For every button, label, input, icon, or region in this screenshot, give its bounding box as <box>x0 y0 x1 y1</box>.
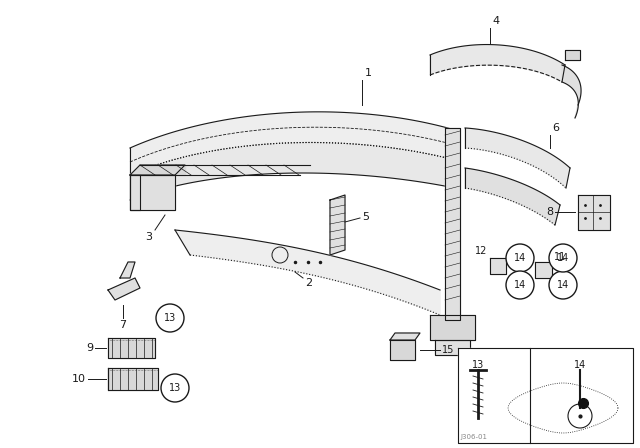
Text: 15: 15 <box>442 345 454 355</box>
Polygon shape <box>108 368 158 390</box>
Polygon shape <box>465 168 560 225</box>
Polygon shape <box>130 112 455 175</box>
Polygon shape <box>535 262 552 278</box>
Polygon shape <box>578 195 610 230</box>
Text: 12: 12 <box>475 246 487 256</box>
Polygon shape <box>390 333 420 340</box>
Polygon shape <box>430 44 565 82</box>
Circle shape <box>549 244 577 272</box>
Text: 11: 11 <box>554 252 566 262</box>
Text: 13: 13 <box>472 360 484 370</box>
Text: 14: 14 <box>574 360 586 370</box>
Polygon shape <box>430 315 475 340</box>
Circle shape <box>161 374 189 402</box>
Polygon shape <box>130 165 185 175</box>
Polygon shape <box>458 348 633 443</box>
Polygon shape <box>465 128 570 188</box>
Text: 5: 5 <box>362 212 369 222</box>
Polygon shape <box>130 175 140 210</box>
Text: 10: 10 <box>72 374 86 384</box>
Polygon shape <box>490 258 506 274</box>
Text: 14: 14 <box>557 253 569 263</box>
Text: 4: 4 <box>492 16 499 26</box>
Text: J306-01: J306-01 <box>460 434 487 440</box>
Polygon shape <box>175 230 440 315</box>
Polygon shape <box>390 340 415 360</box>
Polygon shape <box>445 128 460 320</box>
Text: 14: 14 <box>557 280 569 290</box>
Text: 1: 1 <box>365 68 372 78</box>
Text: 2: 2 <box>305 278 312 288</box>
Polygon shape <box>108 338 155 358</box>
Polygon shape <box>565 50 580 60</box>
Polygon shape <box>108 278 140 300</box>
Circle shape <box>549 271 577 299</box>
Circle shape <box>506 271 534 299</box>
Text: 9: 9 <box>86 343 93 353</box>
Text: 13: 13 <box>164 313 176 323</box>
Polygon shape <box>130 175 175 210</box>
Text: 14: 14 <box>514 280 526 290</box>
Polygon shape <box>435 340 470 355</box>
Text: 3: 3 <box>145 232 152 242</box>
Text: 14: 14 <box>514 253 526 263</box>
Polygon shape <box>130 142 455 200</box>
Polygon shape <box>120 262 135 278</box>
Text: 13: 13 <box>169 383 181 393</box>
Text: 8: 8 <box>546 207 553 217</box>
Text: 6: 6 <box>552 123 559 133</box>
Polygon shape <box>130 165 185 175</box>
Polygon shape <box>330 195 345 255</box>
Text: 7: 7 <box>120 320 127 330</box>
Circle shape <box>156 304 184 332</box>
Circle shape <box>506 244 534 272</box>
Polygon shape <box>562 65 581 118</box>
